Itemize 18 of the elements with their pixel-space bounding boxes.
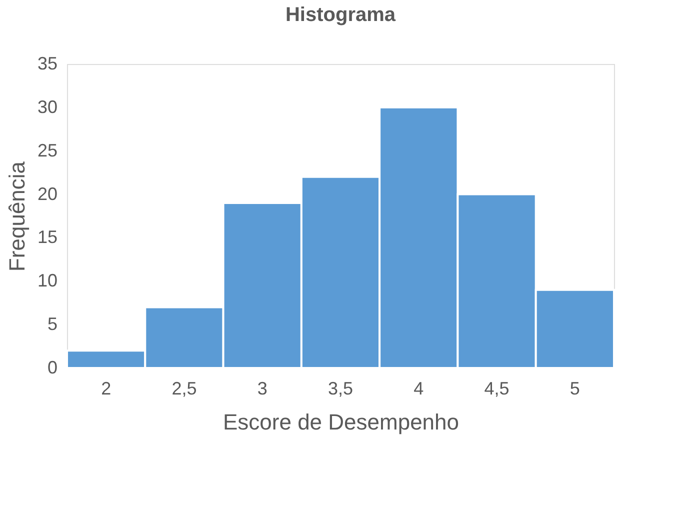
y-tick-label: 35 bbox=[37, 54, 58, 74]
chart-title: Histograma bbox=[285, 4, 396, 26]
y-tick-label: 30 bbox=[37, 96, 58, 117]
x-tick-label: 4,5 bbox=[484, 378, 510, 398]
y-tick-label: 25 bbox=[37, 140, 58, 160]
y-tick-label: 10 bbox=[37, 270, 58, 291]
x-tick-label: 3 bbox=[257, 378, 268, 398]
x-axis-title: Escore de Desempenho bbox=[222, 410, 460, 434]
y-tick-label: 5 bbox=[47, 314, 58, 334]
x-tick-label: 4 bbox=[414, 378, 424, 398]
y-axis-title: Frequência bbox=[4, 160, 30, 272]
y-tick-label: 0 bbox=[47, 358, 58, 378]
x-tick-label: 3,5 bbox=[328, 378, 354, 398]
x-tick-label: 5 bbox=[570, 378, 580, 398]
x-tick-label: 2 bbox=[101, 378, 112, 398]
x-tick-label: 2,5 bbox=[172, 378, 197, 398]
y-tick-label: 20 bbox=[37, 184, 58, 204]
y-tick-label: 15 bbox=[37, 227, 58, 248]
